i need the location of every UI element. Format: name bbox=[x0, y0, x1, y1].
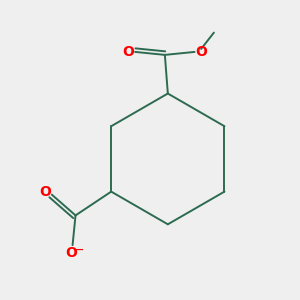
Text: O: O bbox=[195, 45, 207, 59]
Text: O: O bbox=[123, 45, 134, 59]
Text: O: O bbox=[65, 245, 77, 260]
Text: −: − bbox=[74, 244, 84, 255]
Text: O: O bbox=[39, 185, 51, 199]
